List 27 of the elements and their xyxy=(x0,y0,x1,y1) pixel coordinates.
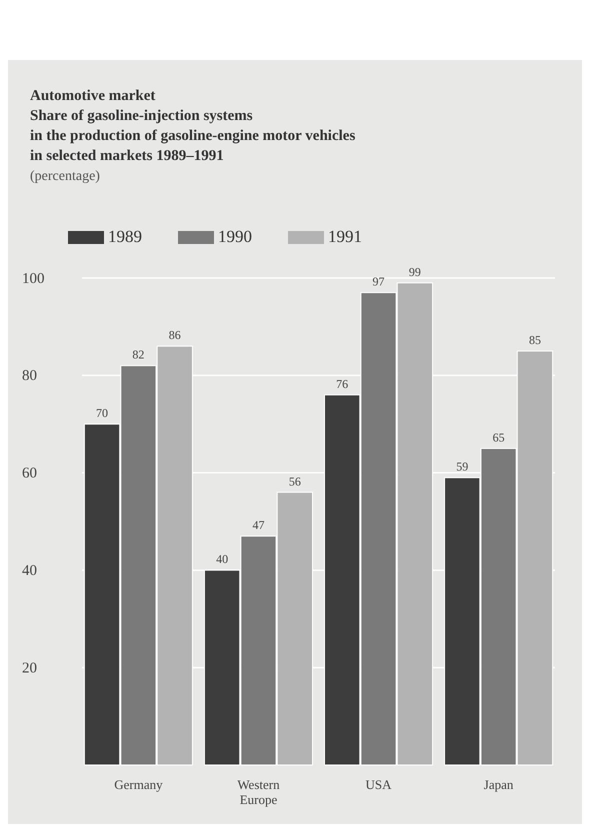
data-label: 99 xyxy=(408,264,421,279)
legend-label: 1991 xyxy=(328,227,362,246)
x-tick-label: Germany xyxy=(114,777,164,792)
data-label: 65 xyxy=(492,430,505,444)
data-label: 76 xyxy=(336,376,348,391)
y-tick-label: 100 xyxy=(22,270,44,287)
y-tick-label: 80 xyxy=(22,368,37,384)
x-tick-label: USA xyxy=(366,777,392,792)
y-tick-label: 40 xyxy=(22,563,37,579)
x-tick-label: Western Europe xyxy=(237,777,280,807)
data-label: 56 xyxy=(288,474,301,488)
legend-label: 1989 xyxy=(108,227,142,246)
chart-subtitle: Share of gasoline-injection systems in the production of gasoline-engine motor vehicles in selected markets 1989–1991 xyxy=(30,108,356,164)
x-tick-label: Japan xyxy=(484,777,514,792)
y-tick-label: 20 xyxy=(22,660,37,676)
data-label: 59 xyxy=(456,460,468,474)
data-label: 82 xyxy=(132,348,144,362)
data-label: 70 xyxy=(96,406,108,420)
data-label: 86 xyxy=(168,328,181,342)
data-label: 47 xyxy=(252,518,264,532)
chart-title: Automotive market xyxy=(30,88,156,104)
y-tick-label: 60 xyxy=(22,466,37,482)
data-label: 40 xyxy=(216,552,228,566)
data-label: 97 xyxy=(372,274,385,289)
data-label: 85 xyxy=(528,333,541,348)
text: (percentage) xyxy=(30,169,100,184)
legend-label: 1990 xyxy=(218,227,252,246)
